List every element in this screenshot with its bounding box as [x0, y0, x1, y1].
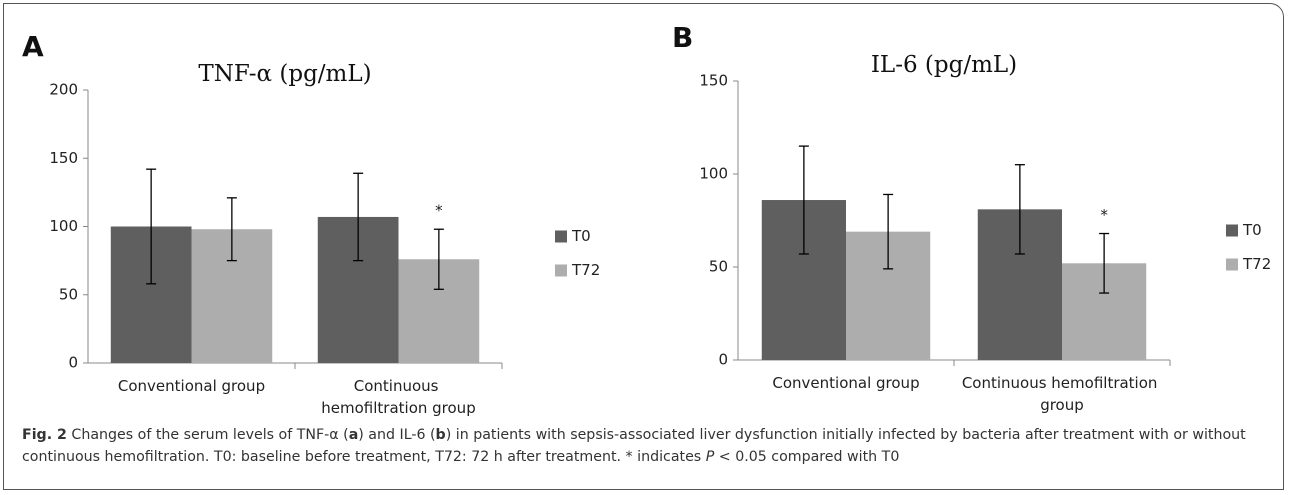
x-tick-label: Conventional group [118, 377, 265, 395]
legend-swatch [555, 264, 567, 277]
caption-run: a [348, 427, 359, 443]
y-tick-label: 50 [709, 258, 728, 276]
figure-frame [3, 3, 1284, 490]
legend-label: T0 [1242, 221, 1262, 239]
caption: Fig. 2 Changes of the serum levels of TN… [22, 424, 1272, 468]
y-tick-label: 150 [49, 149, 78, 167]
panel-letter: A [22, 30, 44, 63]
caption-run: b [435, 427, 446, 443]
y-tick-label: 0 [718, 351, 728, 369]
y-tick-label: 200 [49, 81, 78, 99]
legend-label: T72 [571, 261, 600, 279]
y-tick-label: 50 [59, 285, 78, 303]
caption-run: P [705, 449, 715, 465]
caption-run: < 0.05 compared with T0 [714, 449, 900, 465]
annotation: * [435, 202, 443, 220]
caption-run: ) and IL-6 ( [358, 427, 436, 443]
x-tick-label: Continuous hemofiltration group [962, 374, 1162, 414]
x-tick-label: Continuous hemofiltration group [321, 377, 475, 417]
x-tick-label: Conventional group [772, 374, 919, 392]
chart-title: IL-6 (pg/mL) [871, 52, 1017, 78]
legend-swatch [555, 230, 567, 243]
legend-swatch [1226, 258, 1238, 271]
y-tick-label: 100 [699, 165, 728, 183]
chart-title: TNF-α (pg/mL) [198, 61, 371, 87]
panel-letter: B [672, 21, 693, 54]
figure: A TNF-α (pg/mL) 0 50 100 150 200 Conventional g… [22, 21, 1271, 417]
legend-swatch [1226, 224, 1238, 237]
y-tick-label: 0 [68, 354, 78, 372]
legend-label: T72 [1242, 255, 1271, 273]
annotation: * [1100, 206, 1108, 224]
legend-label: T0 [571, 227, 591, 245]
caption-run: Changes of the serum levels of TNF-α ( [66, 427, 349, 443]
caption-run: Fig. 2 [22, 427, 67, 443]
caption-run: ) in patients with sepsis-associated liv… [22, 427, 1246, 465]
y-tick-label: 100 [49, 217, 78, 235]
y-tick-label: 150 [699, 72, 728, 90]
